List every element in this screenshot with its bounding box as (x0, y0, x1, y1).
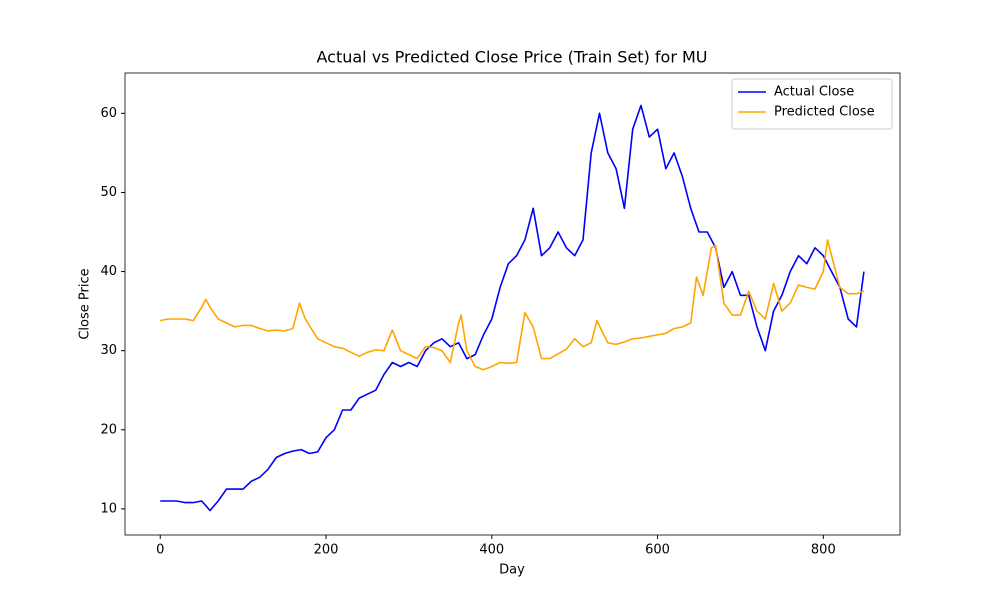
y-tick-label: 20 (100, 422, 117, 437)
y-tick-label: 50 (100, 185, 117, 200)
x-tick-label: 400 (479, 543, 504, 558)
legend-label: Actual Close (774, 85, 854, 100)
y-tick-label: 40 (100, 264, 117, 279)
x-tick-label: 0 (156, 543, 164, 558)
y-tick-label: 10 (100, 501, 117, 516)
x-axis-label: Day (499, 563, 525, 578)
x-tick-label: 800 (811, 543, 836, 558)
series-line (160, 104, 865, 512)
x-tick-label: 200 (314, 543, 339, 558)
series-line (160, 239, 865, 371)
x-tick-label: 600 (645, 543, 670, 558)
legend-label: Predicted Close (774, 105, 875, 120)
y-tick-label: 30 (100, 343, 117, 358)
y-tick-label: 60 (100, 106, 117, 121)
y-axis-label: Close Price (78, 268, 93, 339)
plot-frame (124, 72, 901, 536)
chart-title: Actual vs Predicted Close Price (Train S… (316, 48, 707, 67)
legend-box (731, 78, 893, 130)
